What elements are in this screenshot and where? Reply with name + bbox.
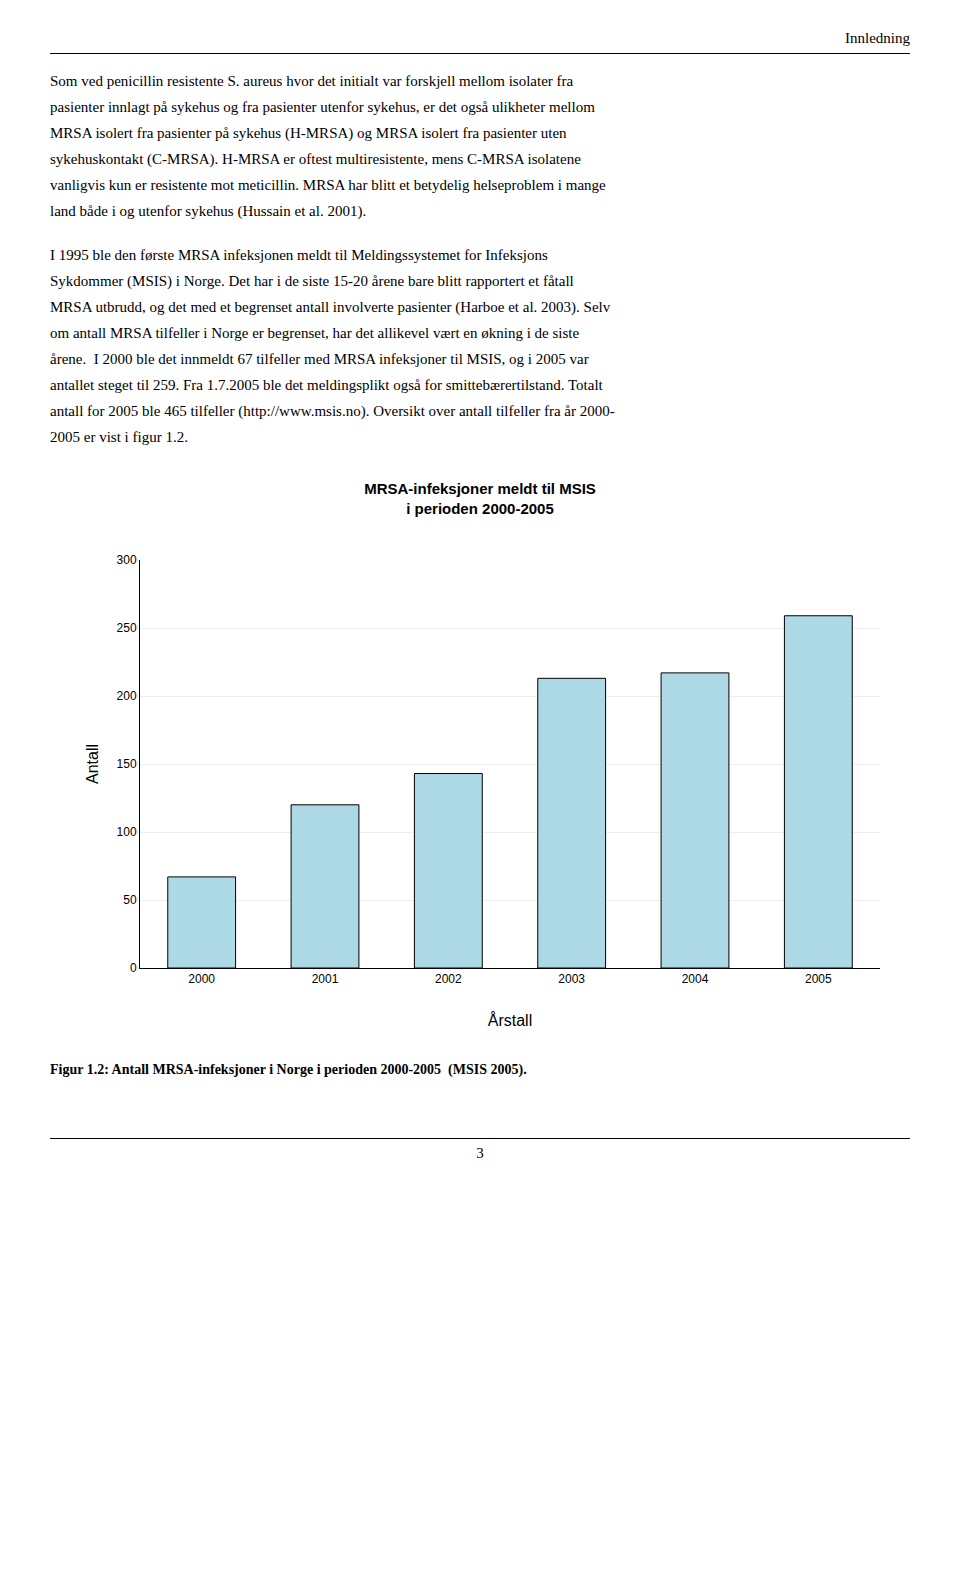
html-text:sykehuskontakt (C-MRSA). H-MRS: sykehuskontakt (C-MRSA). H-MRSA er oftes… [50,151,581,167]
html-text:Innledning: Innledning [845,30,910,46]
html-text:2005 er vist i figur 1.2.: 2005 er vist i figur 1.2. [50,429,188,445]
svg-text:50: 50 [123,893,137,907]
html-text:MRSA isolert fra pasienter på: MRSA isolert fra pasienter på sykehus (H… [50,125,567,141]
html-text:3: 3 [476,1145,484,1161]
svg-text:200: 200 [117,689,137,703]
svg-text:2002: 2002 [435,972,462,986]
html-text:antallet steget til 259. Fra 1: antallet steget til 259. Fra 1.7.2005 bl… [50,377,603,393]
html-text:årene. I 2000 ble det innmeldt: årene. I 2000 ble det innmeldt 67 tilfel… [50,351,589,367]
html-text:antall for 2005 ble 465 tilfel: antall for 2005 ble 465 tilfeller (http:… [50,403,615,419]
svg-text:2005: 2005 [805,972,832,986]
html-text:Sykdommer (MSIS) i Norge. Det: Sykdommer (MSIS) i Norge. Det har i de s… [50,273,574,289]
svg-text:MRSA-infeksjoner meldt til MSI: MRSA-infeksjoner meldt til MSISi periode… [364,480,596,517]
html-text:MRSA utbrudd, og det med et be: MRSA utbrudd, og det med et begrenset an… [50,299,611,315]
svg-text:150: 150 [117,757,137,771]
svg-text:2001: 2001 [312,972,339,986]
svg-text:300: 300 [117,553,137,567]
html-text:land både i og utenfor sykehus: land både i og utenfor sykehus (Hussain … [50,203,367,219]
html-text:I 1995 ble den første MRSA inf: I 1995 ble den første MRSA infeksjonen m… [50,247,548,263]
html-text:vanligvis kun er resistente mo: vanligvis kun er resistente mot meticill… [50,177,606,193]
svg-text:100: 100 [117,825,137,839]
html-text:om antall MRSA tilfeller i Nor: om antall MRSA tilfeller i Norge er begr… [50,325,580,341]
html-text:pasienter innlagt på sykehus o: pasienter innlagt på sykehus og fra pasi… [50,99,595,115]
svg-text:250: 250 [117,621,137,635]
svg-text:2003: 2003 [558,972,585,986]
svg-text:0: 0 [130,961,137,975]
svg-text:2000: 2000 [188,972,215,986]
html-text:Som ved penicillin resistente: Som ved penicillin resistente S. aureus … [50,73,574,89]
svg-text:Antall: Antall [84,744,101,784]
svg-text:2004: 2004 [682,972,709,986]
svg-text:Årstall: Årstall [488,1011,532,1029]
html-text:Figur 1.2: Antall MRSA-infeksj: Figur 1.2: Antall MRSA-infeksjoner i Nor… [50,1062,527,1077]
